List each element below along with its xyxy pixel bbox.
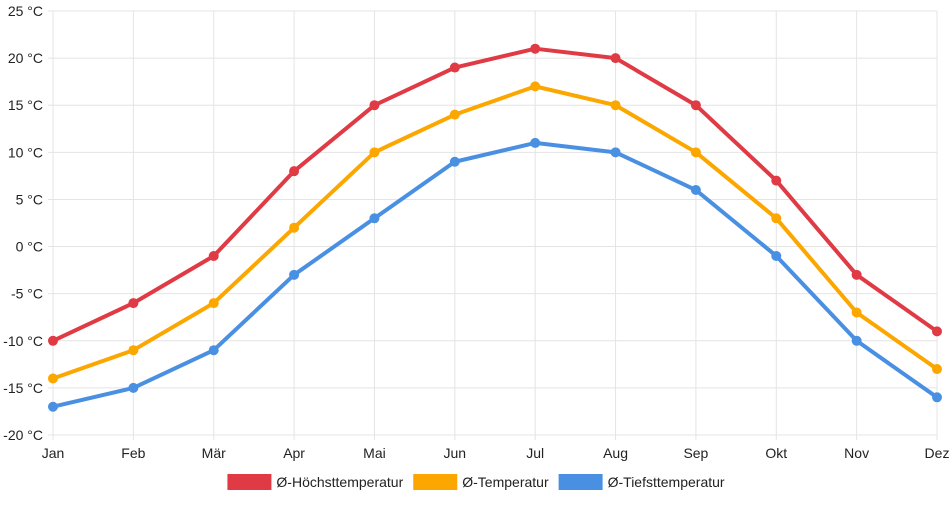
data-point[interactable] [530, 43, 541, 54]
data-point[interactable] [449, 62, 460, 73]
data-point[interactable] [208, 298, 219, 309]
data-point[interactable] [851, 307, 862, 318]
data-point[interactable] [128, 382, 139, 393]
legend-item[interactable]: Ø-Temperatur [413, 474, 549, 490]
series-line [51, 84, 939, 381]
y-tick-label: 5 °C [16, 191, 43, 207]
y-tick-label: -10 °C [3, 333, 43, 349]
y-tick-label: 0 °C [16, 239, 43, 255]
legend-label: Ø-Tiefsttemperatur [608, 474, 725, 490]
legend-label: Ø-Temperatur [462, 474, 549, 490]
data-point[interactable] [48, 373, 58, 384]
data-point[interactable] [851, 335, 862, 346]
data-point[interactable] [771, 175, 782, 186]
data-point[interactable] [208, 345, 219, 356]
series-layer [48, 43, 942, 412]
legend-swatch [227, 474, 272, 490]
x-tick-label: Nov [844, 445, 869, 461]
data-point[interactable] [771, 213, 782, 224]
data-point[interactable] [369, 213, 380, 224]
legend-label: Ø-Höchsttemperatur [276, 474, 403, 490]
y-tick-label: -5 °C [11, 286, 43, 302]
data-point[interactable] [530, 137, 541, 148]
data-point[interactable] [369, 147, 380, 158]
data-point[interactable] [610, 53, 621, 64]
data-point[interactable] [610, 100, 621, 111]
x-tick-label: Mai [363, 445, 386, 461]
x-tick-label: Apr [283, 445, 305, 461]
data-point[interactable] [369, 100, 380, 111]
data-point[interactable] [48, 335, 58, 346]
data-point[interactable] [289, 222, 300, 233]
data-point[interactable] [289, 166, 300, 177]
data-point[interactable] [690, 147, 701, 158]
axis-layer: -20 °C -15 °C -10 °C -5 °C 0 °C 5 °C 10 °C 15 °… [3, 3, 949, 461]
data-point[interactable] [128, 345, 139, 356]
data-point[interactable] [932, 392, 942, 403]
legend-item[interactable]: Ø-Höchsttemperatur [227, 474, 404, 490]
data-point[interactable] [690, 185, 701, 196]
legend-swatch [558, 474, 603, 490]
series-line [51, 140, 939, 409]
x-tick-label: Okt [765, 445, 787, 461]
x-tick-label: Aug [603, 445, 628, 461]
data-point[interactable] [610, 147, 621, 158]
x-tick-label: Jan [42, 445, 65, 461]
data-point[interactable] [932, 364, 942, 375]
y-tick-label: -20 °C [3, 427, 43, 443]
legend-swatch [413, 474, 458, 490]
data-point[interactable] [851, 269, 862, 280]
data-point[interactable] [932, 326, 942, 337]
series-line [51, 46, 939, 343]
y-tick-label: 15 °C [8, 97, 43, 113]
data-point[interactable] [771, 250, 782, 261]
x-tick-label: Feb [121, 445, 145, 461]
grid-layer [48, 10, 938, 440]
y-tick-label: 25 °C [8, 3, 43, 19]
x-tick-label: Jul [526, 445, 544, 461]
x-tick-label: Mär [202, 445, 226, 461]
data-point[interactable] [48, 401, 58, 412]
data-point[interactable] [289, 269, 300, 280]
data-point[interactable] [449, 156, 460, 167]
data-point[interactable] [690, 100, 701, 111]
y-tick-label: 10 °C [8, 144, 43, 160]
legend-item[interactable]: Ø-Tiefsttemperatur [558, 474, 725, 490]
x-tick-label: Dez [925, 445, 950, 461]
data-point[interactable] [208, 250, 219, 261]
data-point[interactable] [449, 109, 460, 120]
data-point[interactable] [128, 298, 139, 309]
y-tick-label: 20 °C [8, 50, 43, 66]
data-point[interactable] [530, 81, 541, 92]
x-tick-label: Sep [683, 445, 708, 461]
legend[interactable]: Ø-Höchsttemperatur Ø-Temperatur Ø-Tiefstte… [227, 474, 725, 490]
x-tick-label: Jun [444, 445, 467, 461]
y-tick-label: -15 °C [3, 380, 43, 396]
